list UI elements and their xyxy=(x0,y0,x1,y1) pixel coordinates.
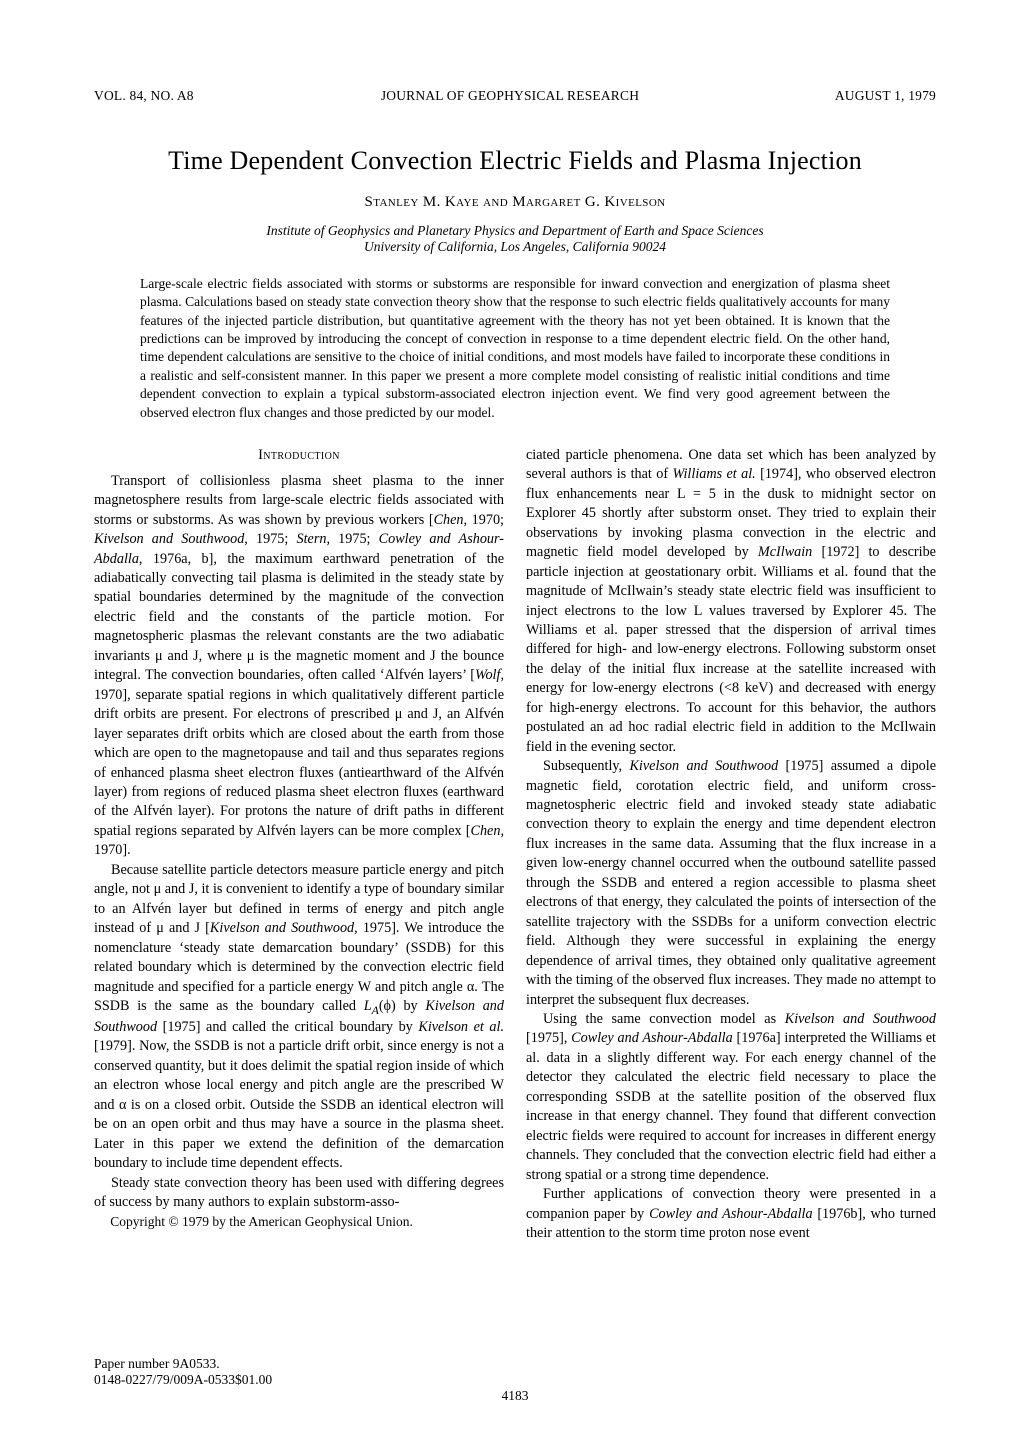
citation: McIlwain xyxy=(758,544,812,560)
author-line: Stanley M. Kaye and Margaret G. Kivelson xyxy=(94,194,936,211)
math: L xyxy=(364,998,372,1014)
math-subscript: A xyxy=(372,1003,379,1017)
body-columns: Introduction Transport of collisionless … xyxy=(94,446,936,1244)
affiliation-line-2: University of California, Los Angeles, C… xyxy=(364,239,666,254)
citation: Chen, xyxy=(471,823,505,839)
citation: Kivelson and Southwood, xyxy=(94,531,248,547)
page-footer: Paper number 9A0533. 0148-0227/79/009A-0… xyxy=(94,1356,936,1388)
intro-para-4: Subsequently, Kivelson and Southwood [19… xyxy=(526,757,936,1010)
citation: Stern, xyxy=(297,531,331,547)
intro-para-3-continued: ciated particle phenomena. One data set … xyxy=(526,446,936,757)
text: [1972] to describe particle injection at… xyxy=(526,544,936,755)
text: [1976a] interpreted the Williams et al. … xyxy=(526,1030,936,1182)
citation: Wolf, xyxy=(475,667,504,683)
text: [1979]. Now, the SSDB is not a particle … xyxy=(94,1038,504,1171)
section-heading-introduction: Introduction xyxy=(94,446,504,466)
affiliation-line-1: Institute of Geophysics and Planetary Ph… xyxy=(266,223,763,238)
text: 1975; xyxy=(248,531,297,547)
citation: Williams et al. xyxy=(672,466,755,482)
text: (ϕ) by xyxy=(379,998,426,1014)
issn-code: 0148-0227/79/009A-0533$01.00 xyxy=(94,1372,936,1388)
copyright-line: Copyright © 1979 by the American Geophys… xyxy=(94,1213,504,1231)
abstract: Large-scale electric fields associated w… xyxy=(140,275,890,422)
citation: Kivelson and Southwood xyxy=(629,758,778,774)
text: 1970; xyxy=(467,512,504,528)
intro-para-2: Because satellite particle detectors mea… xyxy=(94,861,504,1174)
text: [1975] and called the critical boundary … xyxy=(157,1019,418,1035)
paper-number: Paper number 9A0533. xyxy=(94,1356,936,1372)
page-number: 4183 xyxy=(94,1388,936,1404)
text: 1975; xyxy=(330,531,379,547)
citation: Kivelson and Southwood xyxy=(785,1011,936,1027)
text: [1975], xyxy=(526,1030,571,1046)
intro-para-3: Steady state convection theory has been … xyxy=(94,1174,504,1213)
text: 1970], separate spatial regions in which… xyxy=(94,687,504,839)
text: 1976a, b], the maximum earthward penetra… xyxy=(94,551,504,684)
citation: Chen, xyxy=(434,512,468,528)
intro-para-5: Using the same convection model as Kivel… xyxy=(526,1010,936,1185)
text: [1975] assumed a dipole magnetic field, … xyxy=(526,758,936,1007)
intro-para-6: Further applications of convection theor… xyxy=(526,1185,936,1243)
citation: Kivelson and Southwood, xyxy=(210,920,358,936)
intro-para-1: Transport of collisionless plasma sheet … xyxy=(94,472,504,861)
header-journal: JOURNAL OF GEOPHYSICAL RESEARCH xyxy=(0,88,1020,104)
affiliation: Institute of Geophysics and Planetary Ph… xyxy=(94,223,936,255)
article-title: Time Dependent Convection Electric Field… xyxy=(94,146,936,176)
citation: Cowley and Ashour-Abdalla xyxy=(649,1206,812,1222)
text: Subsequently, xyxy=(543,758,629,774)
citation: Kivelson et al. xyxy=(418,1019,504,1035)
citation: Cowley and Ashour-Abdalla xyxy=(571,1030,733,1046)
text: Using the same convection model as xyxy=(543,1011,785,1027)
text: 1970]. xyxy=(94,842,131,858)
